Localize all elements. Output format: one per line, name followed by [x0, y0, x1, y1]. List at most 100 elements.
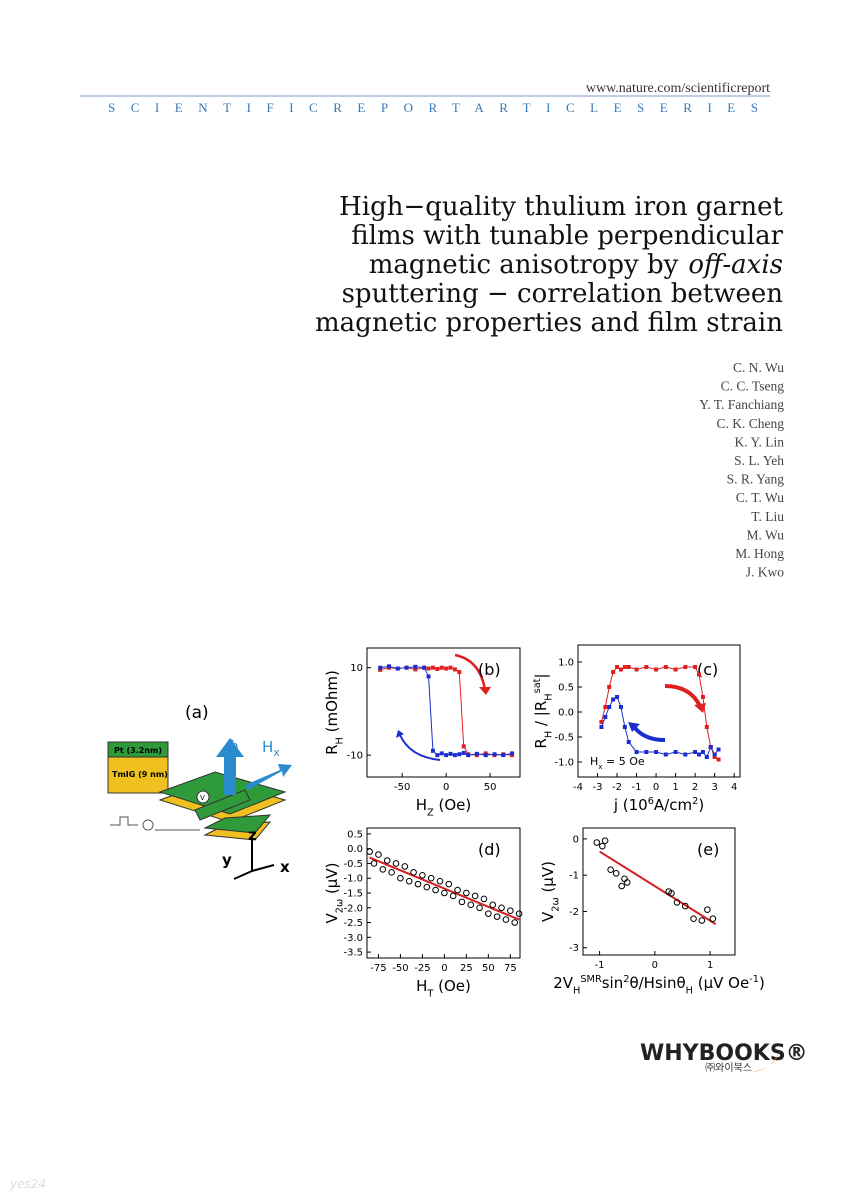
data-point: [626, 665, 631, 669]
y-tick-label: 0.5: [558, 683, 574, 694]
data-point: [603, 705, 608, 709]
data-point: [611, 697, 616, 702]
data-point: [599, 842, 606, 850]
data-point: [448, 665, 453, 670]
data-point: [615, 665, 620, 669]
series-line: [600, 666, 719, 760]
axis-label: HZ (Oe): [416, 796, 471, 818]
y-tick-label: -2: [569, 907, 579, 918]
y-tick-label: -0.5: [554, 733, 574, 744]
title-line: magnetic anisotropy by off-axis: [369, 250, 783, 280]
source: [110, 816, 200, 831]
data-point: [716, 747, 721, 752]
data-point: [427, 874, 435, 882]
data-point: [474, 751, 479, 756]
author: Y. T. Fanchiang: [699, 397, 784, 412]
title-text: magnetic anisotropy by: [369, 250, 679, 280]
data-point: [436, 877, 444, 885]
label-part: H: [573, 985, 580, 996]
x-tick-label: 1: [707, 960, 713, 971]
h-arrow: [245, 764, 292, 790]
y-tick-label: 1.0: [558, 658, 574, 669]
data-point: [502, 916, 510, 923]
data-point: [444, 666, 449, 671]
data-point: [623, 879, 631, 886]
label-part: V: [323, 912, 341, 923]
data-point: [615, 695, 620, 699]
data-point: [426, 666, 431, 671]
h-label: Hx: [262, 738, 280, 759]
x-tick-label: 0: [652, 960, 658, 971]
data-point: [405, 877, 413, 885]
publisher-korean: ㈜와이북스: [705, 1061, 752, 1074]
data-point: [700, 695, 705, 699]
author: J. Kwo: [746, 565, 785, 580]
data-point: [704, 906, 711, 913]
data-point: [712, 755, 717, 759]
author: K. Y. Lin: [734, 434, 784, 449]
panel-label: (a): [185, 703, 209, 723]
h-label-main: H: [262, 738, 273, 756]
m-label: m̂: [225, 739, 239, 755]
panel-label: (b): [478, 660, 501, 679]
y-tick-label: -10: [347, 751, 363, 762]
data-point: [466, 753, 471, 758]
data-point: [704, 725, 709, 729]
label-part: H: [686, 985, 693, 996]
data-point: [693, 750, 698, 754]
label-part: |: [532, 673, 550, 678]
label-part: ): [759, 974, 765, 992]
label-part: 2V: [553, 974, 574, 992]
sweep-arrow: [454, 653, 487, 691]
label-part: (μV): [539, 861, 557, 897]
title-line: films with tunable perpendicular: [351, 221, 783, 251]
data-point: [498, 904, 505, 912]
data-point: [430, 748, 435, 753]
data-point: [463, 889, 470, 897]
data-point: [708, 745, 713, 749]
label-part: ): [698, 796, 704, 814]
label-part: (Oe): [433, 977, 471, 995]
data-point: [700, 750, 705, 754]
y-tick-label: -3.0: [343, 933, 363, 944]
label-part: V: [539, 911, 557, 922]
x-tick-label: 0: [653, 782, 659, 793]
label-part: / |R: [532, 701, 550, 731]
data-point: [603, 715, 608, 719]
data-point: [654, 667, 659, 672]
sweep-arrow: [399, 734, 441, 761]
data-point: [441, 889, 448, 897]
watermark: yes24: [9, 1177, 46, 1191]
label-part: x: [598, 762, 602, 771]
x-tick-label: 50: [482, 963, 495, 974]
title: High−quality thulium iron garnet films w…: [315, 192, 784, 338]
data-point: [457, 670, 462, 675]
title-line: High−quality thulium iron garnet: [339, 192, 783, 222]
data-point: [599, 725, 604, 729]
data-point: [612, 870, 620, 877]
data-point: [634, 750, 639, 754]
data-point: [492, 752, 497, 757]
label-part: H: [590, 755, 598, 768]
data-point: [392, 860, 400, 867]
voltmeter: [196, 790, 210, 804]
volt-label: V: [200, 794, 205, 802]
label-part: (μV Oe: [693, 974, 749, 992]
data-point: [663, 752, 668, 757]
data-point: [419, 871, 426, 879]
fit-line: [599, 850, 717, 926]
author: M. Wu: [747, 527, 785, 542]
data-point: [673, 899, 681, 906]
x-tick-label: 0: [443, 782, 449, 793]
y-tick-label: -1.5: [343, 889, 363, 900]
label-part: (μV): [323, 863, 341, 899]
label-part: 6: [648, 796, 654, 807]
publisher: WHYBOOKS® ㈜와이북스: [640, 1041, 808, 1074]
author: M. Hong: [735, 546, 784, 561]
data-point: [634, 667, 639, 672]
data-point: [593, 839, 601, 846]
x-tick-label: 50: [484, 782, 497, 793]
data-point: [413, 667, 418, 672]
series-line: [380, 665, 513, 756]
